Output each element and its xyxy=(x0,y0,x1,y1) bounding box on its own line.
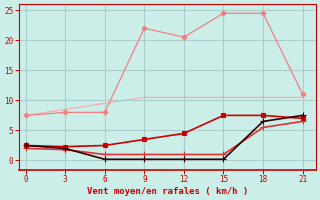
X-axis label: Vent moyen/en rafales ( km/h ): Vent moyen/en rafales ( km/h ) xyxy=(87,187,248,196)
